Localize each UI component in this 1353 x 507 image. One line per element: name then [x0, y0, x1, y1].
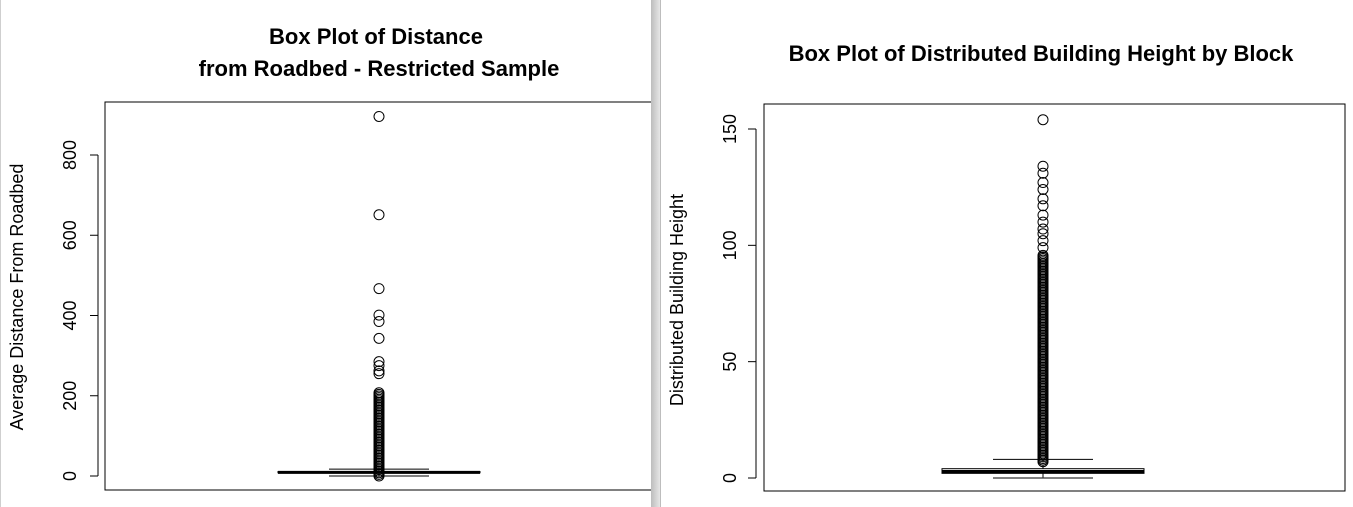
right-chart-y-tick-label: 100 [720, 230, 740, 260]
left-chart-y-axis-title: Average Distance From Roadbed [7, 164, 27, 431]
panel-divider-shadow [651, 0, 660, 507]
right-chart-plot-frame [763, 103, 1346, 492]
right-chart-y-axis-title: Distributed Building Height [667, 194, 687, 406]
left-chart-title-line1: Box Plot of Distance [269, 24, 483, 49]
right-chart-outlier-point [1037, 242, 1049, 254]
right-chart-y-tick-label: 0 [720, 473, 740, 483]
right-chart-outlier-point [1037, 167, 1049, 179]
left-chart-outlier-point [373, 309, 385, 321]
left-chart-outlier-point [373, 365, 385, 377]
left-chart-title-line2: from Roadbed - Restricted Sample [199, 56, 560, 81]
left-chart-panel: Box Plot of Distance from Roadbed - Rest… [0, 0, 652, 507]
right-chart-y-tick-label: 50 [720, 352, 740, 372]
right-chart-outlier-point [1037, 228, 1049, 240]
left-chart-y-tick-label: 0 [60, 471, 80, 481]
left-chart-outlier-point [373, 387, 385, 399]
left-chart-svg: Box Plot of Distance from Roadbed - Rest… [7, 24, 652, 491]
left-chart-outlier-point [373, 360, 385, 372]
left-chart-y-tick-label: 600 [60, 220, 80, 250]
left-chart-outlier-point [373, 110, 385, 122]
right-chart-outlier-point [1037, 235, 1049, 247]
right-chart-outlier-point [1037, 160, 1049, 172]
right-chart-svg: Box Plot of Distributed Building Height … [667, 41, 1346, 492]
left-chart-y-tick-label: 200 [60, 381, 80, 411]
right-chart-outlier-point [1037, 193, 1049, 205]
left-chart-outlier-point [373, 356, 385, 368]
left-chart-outlier-point [373, 368, 385, 380]
left-chart-plot-frame [104, 101, 652, 491]
right-chart-title: Box Plot of Distributed Building Height … [789, 41, 1295, 66]
right-chart-outlier-point [1037, 183, 1049, 195]
right-chart-outlier-point [1037, 249, 1049, 261]
right-chart-outlier-point [1037, 223, 1049, 235]
left-chart-y-tick-label: 800 [60, 140, 80, 170]
right-chart-outlier-point [1037, 177, 1049, 189]
right-chart-outlier-point [1037, 209, 1049, 221]
left-chart-outlier-point [373, 316, 385, 328]
right-chart-panel: Box Plot of Distributed Building Height … [660, 0, 1353, 507]
left-chart-outlier-point [373, 332, 385, 344]
left-chart-outlier-point [373, 209, 385, 221]
right-chart-outlier-point [1037, 216, 1049, 228]
right-chart-outlier-point [1037, 200, 1049, 212]
left-chart-y-tick-label: 400 [60, 300, 80, 330]
left-chart-outlier-point [373, 283, 385, 295]
right-chart-outlier-point [1037, 114, 1049, 126]
right-chart-y-tick-label: 150 [720, 114, 740, 144]
